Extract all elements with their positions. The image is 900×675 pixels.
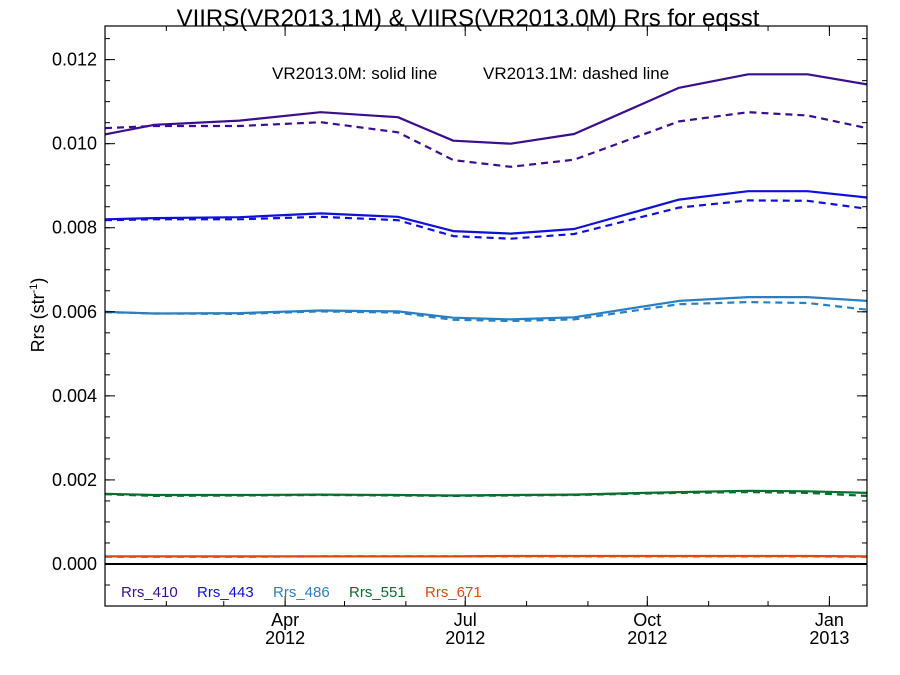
y-axis-label: Rrs (str-1)	[28, 278, 48, 353]
x-tick-label-month: Apr	[271, 610, 299, 630]
y-tick-label: 0.010	[52, 134, 97, 154]
series-line-rrs-486-dashed	[105, 301, 867, 323]
y-tick-label: 0.006	[52, 302, 97, 322]
x-tick-label-year: 2012	[445, 628, 485, 648]
legend-entry: Rrs_443	[197, 584, 254, 601]
series-line-rrs-410-dashed	[105, 111, 867, 168]
y-axis-label-main: Rrs (str	[28, 293, 48, 352]
legend-entry: Rrs_410	[121, 584, 178, 601]
x-tick-label-year: 2013	[809, 628, 849, 648]
legend: Rrs_410 Rrs_443 Rrs_486 Rrs_551 Rrs_671	[121, 584, 482, 601]
x-tick-label-month: Jul	[454, 610, 477, 630]
annotation-solid: VR2013.0M: solid line	[272, 64, 437, 83]
series-line-rrs-410-solid	[105, 73, 867, 145]
x-tick-label-month: Oct	[633, 610, 661, 630]
series-layer	[105, 73, 867, 565]
y-tick-label: 0.002	[52, 470, 97, 490]
annotation-dashed: VR2013.1M: dashed line	[483, 64, 669, 83]
y-tick-label: 0.008	[52, 218, 97, 238]
x-tick-label-year: 2012	[627, 628, 667, 648]
series-line-rrs-443-solid	[105, 190, 867, 235]
y-tick-label: 0.012	[52, 50, 97, 70]
series-line-rrs-551-dashed	[105, 491, 867, 497]
series-line-rrs-443-dashed	[105, 199, 867, 240]
legend-entry: Rrs_551	[349, 584, 406, 601]
y-axis-label-exponent: -1	[28, 284, 40, 294]
y-tick-label: 0.004	[52, 386, 97, 406]
plot-frame	[104, 25, 868, 607]
y-axis: 0.000 0.002 0.004 0.006 0.008 0.010 0.012	[52, 38, 867, 607]
y-tick-label: 0.000	[52, 554, 97, 574]
chart-title: VIIRS(VR2013.1M) & VIIRS(VR2013.0M) Rrs …	[177, 5, 760, 32]
series-line-rrs-486-solid	[105, 296, 867, 321]
legend-entry: Rrs_486	[273, 584, 330, 601]
legend-entry: Rrs_671	[425, 584, 482, 601]
x-tick-label-year: 2012	[265, 628, 305, 648]
x-tick-label-month: Jan	[815, 610, 844, 630]
y-axis-label-close: )	[28, 278, 48, 284]
